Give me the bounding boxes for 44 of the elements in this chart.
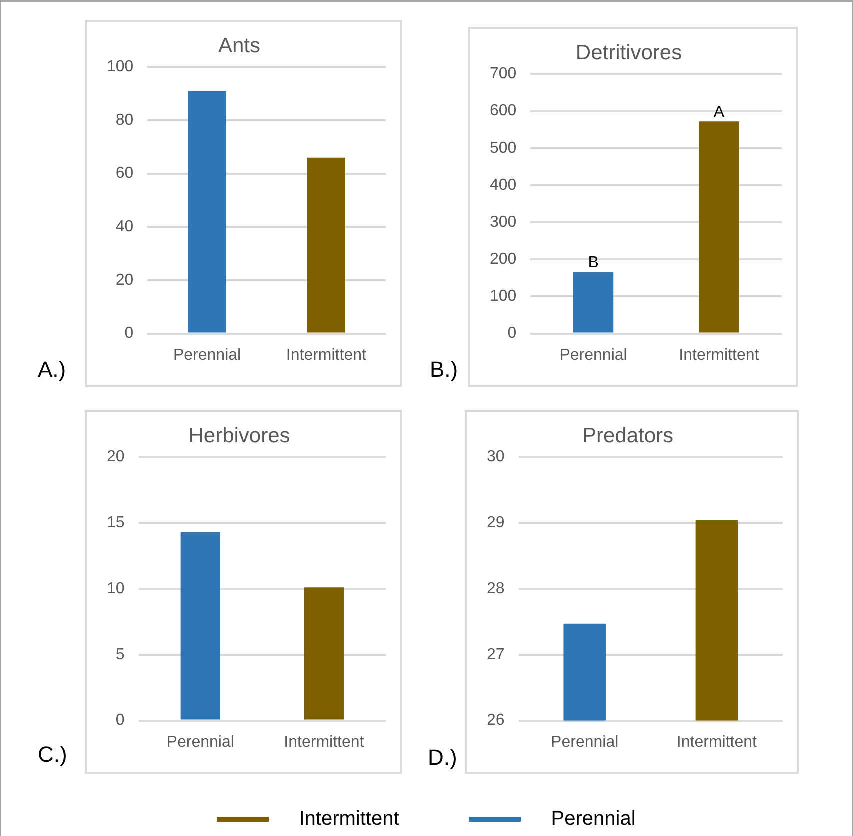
y-tick-label: 26 (487, 712, 505, 730)
chart-title: Predators (582, 424, 674, 448)
y-tick-label: 500 (490, 140, 517, 157)
x-tick-label: Intermittent (286, 346, 367, 364)
text: C.) (38, 742, 68, 768)
y-tick-label: 15 (107, 514, 125, 532)
x-tick-label: Intermittent (676, 734, 758, 751)
y-tick-label: 700 (490, 66, 517, 83)
y-tick-label: 28 (487, 580, 505, 598)
y-tick-label: 29 (487, 514, 505, 532)
x-tick-label: Perennial (166, 734, 234, 751)
x-tick-label: Perennial (551, 734, 619, 751)
chart-title: Ants (218, 34, 261, 58)
chart-title: Herbivores (188, 424, 290, 448)
x-tick-label: Intermittent (284, 734, 365, 751)
x-tick-label: Perennial (173, 346, 242, 364)
y-tick-label: 300 (490, 214, 517, 231)
text: B.) (430, 357, 458, 383)
y-tick-label: 30 (487, 448, 505, 466)
y-tick-label: 40 (116, 218, 134, 236)
y-tick-label: 400 (490, 176, 517, 194)
y-tick-label: 80 (116, 112, 134, 129)
y-tick-label: 27 (487, 646, 505, 664)
chart-title: Detritivores (576, 41, 682, 64)
text: D.) (428, 745, 458, 771)
y-tick-label: 10 (107, 580, 125, 598)
y-tick-label: 100 (106, 58, 134, 76)
y-tick-label: 0 (508, 325, 517, 342)
y-tick-label: 0 (116, 712, 125, 730)
y-tick-label: 60 (116, 165, 134, 182)
y-tick-label: 0 (124, 325, 134, 342)
annotation: A (714, 104, 725, 122)
legend-label: Intermittent (299, 808, 400, 831)
legend-label: Perennial (551, 808, 636, 831)
y-tick-label: 100 (490, 288, 517, 306)
x-tick-label: Perennial (560, 346, 628, 364)
y-tick-label: 200 (490, 251, 517, 268)
annotation: B (588, 254, 599, 272)
x-tick-label: Intermittent (679, 346, 760, 364)
y-tick-label: 20 (107, 448, 125, 466)
y-tick-label: 600 (490, 102, 517, 120)
y-tick-label: 20 (116, 272, 134, 289)
y-tick-label: 5 (116, 646, 125, 664)
text: A.) (38, 357, 66, 383)
